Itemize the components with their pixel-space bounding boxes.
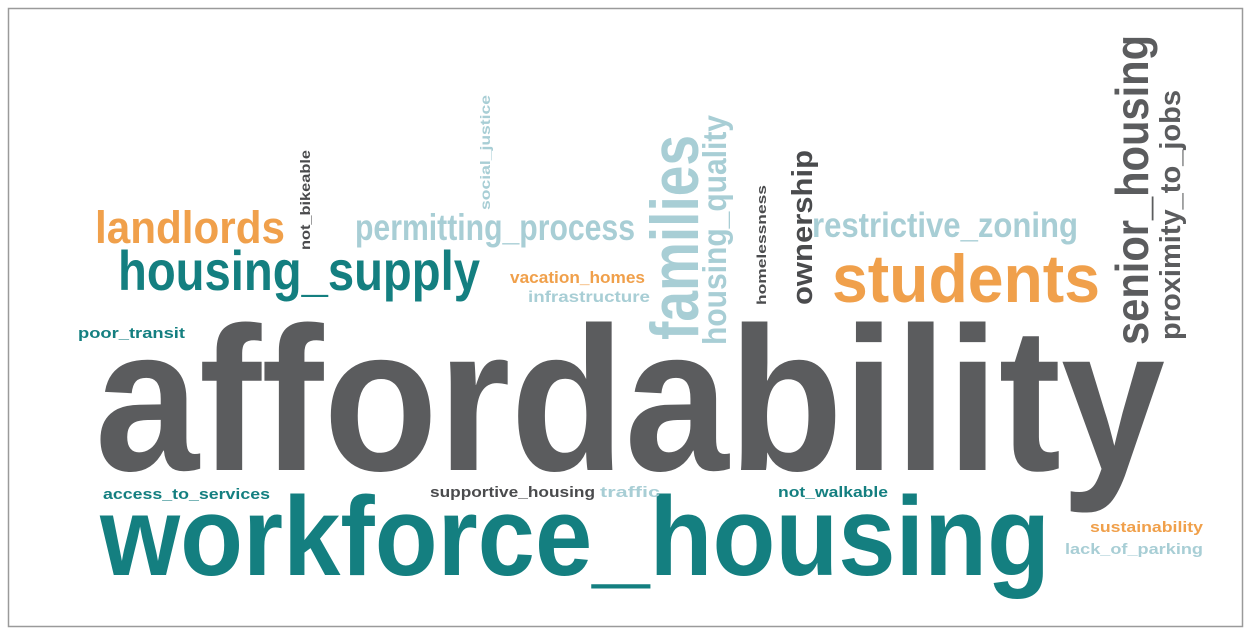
word: social_justice — [477, 95, 493, 210]
word: proximity_to_jobs — [1155, 90, 1187, 340]
word: workforce_housing — [99, 474, 1050, 599]
word: access_to_services — [103, 486, 270, 503]
word: senior_housing — [1106, 35, 1158, 345]
word: infrastructure — [528, 289, 650, 306]
word: supportive_housing — [430, 484, 595, 501]
word: sustainability — [1090, 519, 1204, 536]
word: housing_quality — [696, 114, 733, 345]
word: affordability — [95, 285, 1165, 514]
frame — [7, 7, 1244, 628]
word: not_walkable — [778, 484, 888, 501]
word: poor_transit — [78, 325, 185, 342]
word: housing_supply — [118, 239, 480, 302]
word: vacation_homes — [510, 268, 645, 287]
word: permitting_process — [355, 207, 635, 248]
word: not_bikeable — [297, 150, 313, 250]
word: lack_of_parking — [1065, 541, 1203, 558]
word: restrictive_zoning — [812, 206, 1078, 245]
word: traffic — [600, 484, 660, 501]
word: homelessness — [754, 185, 769, 305]
word: landlords — [95, 202, 285, 253]
word: students — [832, 241, 1100, 317]
word: ownership — [787, 150, 819, 305]
word: families — [637, 135, 713, 340]
